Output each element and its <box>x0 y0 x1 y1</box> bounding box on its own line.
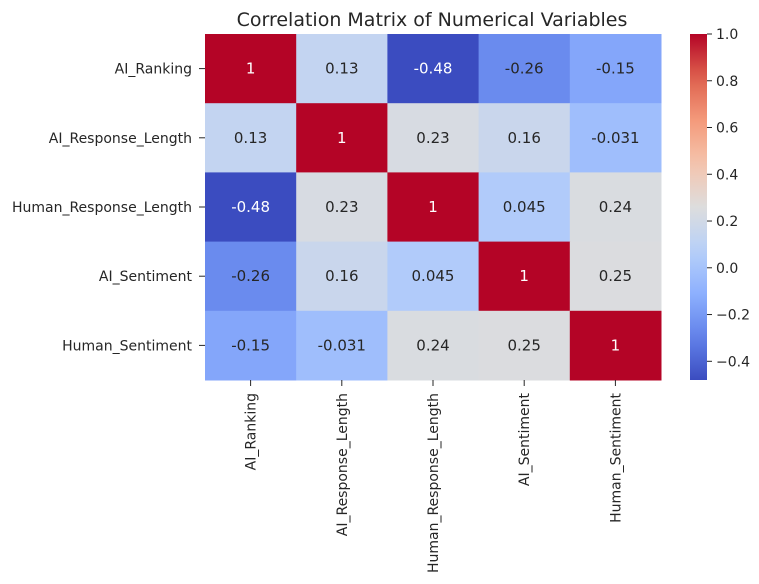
heatmap-cell <box>205 241 297 312</box>
heatmap-cell <box>296 103 388 173</box>
column-tick-label: AI_Ranking <box>244 393 260 470</box>
heatmap-cell <box>205 103 297 173</box>
heatmap-cell <box>478 241 571 312</box>
column-tick-labels: AI_Ranking AI_Response_Length Human_Respon… <box>244 380 624 573</box>
cell-value-label: 0.045 <box>503 198 546 216</box>
chart-title: Correlation Matrix of Numerical Variable… <box>237 9 628 31</box>
cell-value-label: 0.25 <box>507 336 540 354</box>
cell-value-label: -0.26 <box>231 267 270 285</box>
row-tick-label: Human_Response_Length <box>12 200 192 216</box>
colorbar-gradient <box>690 34 707 380</box>
row-tick-labels: AI_Ranking AI_Response_Length Human_Respon… <box>12 62 205 354</box>
heatmap-cell <box>478 103 571 173</box>
heatmap-cell <box>478 172 571 243</box>
colorbar-tick-label: 0.2 <box>716 214 738 230</box>
cell-value-label: -0.15 <box>596 60 635 78</box>
heatmap-cell <box>387 172 480 243</box>
cell-value-label: 0.23 <box>416 129 449 147</box>
row-tick-label: Human_Sentiment <box>62 338 192 354</box>
cell-value-label: -0.031 <box>318 336 366 354</box>
cell-value-label: 1 <box>337 129 347 147</box>
heatmap-cell <box>205 172 297 243</box>
cell-value-label: 0.25 <box>599 267 632 285</box>
colorbar-tick-label: −0.2 <box>716 308 750 324</box>
cell-value-label: 0.24 <box>599 198 632 216</box>
cell-value-label: -0.48 <box>414 60 453 78</box>
colorbar-tick-label: 0.6 <box>716 121 738 137</box>
colorbar: 1.0 0.8 0.6 0.4 0.2 0.0 −0.2 −0.4 <box>690 27 750 380</box>
colorbar-tick-label: 0.0 <box>716 261 738 277</box>
colorbar-tick-label: −0.4 <box>716 354 750 370</box>
heatmap-cell <box>296 241 388 312</box>
cell-value-label: 0.13 <box>234 129 267 147</box>
heatmap-cell <box>569 34 662 104</box>
row-tick-label: AI_Response_Length <box>49 131 192 147</box>
cell-value-label: 0.16 <box>325 267 358 285</box>
row-tick-label: AI_Ranking <box>115 62 192 78</box>
cell-value-label: -0.15 <box>231 336 270 354</box>
colorbar-tick-label: 0.4 <box>716 167 738 183</box>
heatmap-cell <box>478 34 571 104</box>
column-tick-label: AI_Sentiment <box>517 392 533 486</box>
row-tick-label: AI_Sentiment <box>99 269 193 285</box>
cell-value-label: 0.13 <box>325 60 358 78</box>
cell-value-label: 0.23 <box>325 198 358 216</box>
heatmap-cell <box>296 310 388 381</box>
heatmap-cell <box>569 241 662 312</box>
heatmap-cell <box>387 310 480 381</box>
column-tick-label: AI_Response_Length <box>335 393 351 536</box>
cell-value-label: 1 <box>246 60 256 78</box>
cell-value-label: 1 <box>428 198 438 216</box>
cell-value-label: -0.48 <box>231 198 270 216</box>
colorbar-tick-label: 0.8 <box>716 74 738 90</box>
cell-value-label: 1 <box>611 336 621 354</box>
heatmap-cell <box>296 172 388 243</box>
heatmap-cell <box>205 34 297 104</box>
column-tick-label: Human_Response_Length <box>426 393 442 573</box>
heatmap-cell <box>569 310 662 381</box>
heatmap-cell <box>387 103 480 173</box>
heatmap-cell <box>569 103 662 173</box>
colorbar-tick-label: 1.0 <box>716 27 738 43</box>
cell-value-label: 1 <box>519 267 529 285</box>
heatmap-cell <box>478 310 571 381</box>
heatmap-cell <box>569 172 662 243</box>
heatmap-cell <box>205 310 297 381</box>
heatmap-cell <box>387 241 480 312</box>
cell-value-label: 0.24 <box>416 336 449 354</box>
heatmap-cells: 1 0.13 -0.48 -0.26 -0.15 0.13 1 0.23 0.16 -0.031 -… <box>205 34 662 381</box>
cell-value-label: 0.045 <box>412 267 455 285</box>
column-tick-label: Human_Sentiment <box>608 392 624 522</box>
cell-value-label: 0.16 <box>507 129 540 147</box>
heatmap-cell <box>387 34 480 104</box>
heatmap-cell <box>296 34 388 104</box>
cell-value-label: -0.26 <box>505 60 544 78</box>
cell-value-label: -0.031 <box>591 129 639 147</box>
